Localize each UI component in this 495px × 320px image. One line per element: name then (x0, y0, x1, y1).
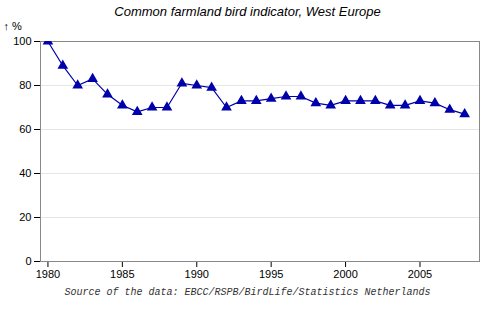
svg-text:100: 100 (13, 35, 31, 47)
svg-text:40: 40 (19, 167, 31, 179)
svg-text:20: 20 (19, 211, 31, 223)
svg-text:1995: 1995 (259, 268, 283, 280)
svg-text:80: 80 (19, 79, 31, 91)
html-text:Common farmland bird indicator: Common farmland bird indicator, West Eur… (114, 4, 381, 19)
svg-text:0: 0 (25, 255, 31, 267)
html-text:Source of the data: EBCC/RSPB/: Source of the data: EBCC/RSPB/BirdLife/S… (64, 287, 431, 298)
svg-text:2005: 2005 (408, 268, 432, 280)
svg-text:60: 60 (19, 123, 31, 135)
svg-text:1985: 1985 (110, 268, 134, 280)
svg-text:1990: 1990 (185, 268, 209, 280)
svg-text:↑ %: ↑ % (4, 20, 23, 32)
svg-text:1980: 1980 (36, 268, 60, 280)
svg-text:2000: 2000 (333, 268, 357, 280)
